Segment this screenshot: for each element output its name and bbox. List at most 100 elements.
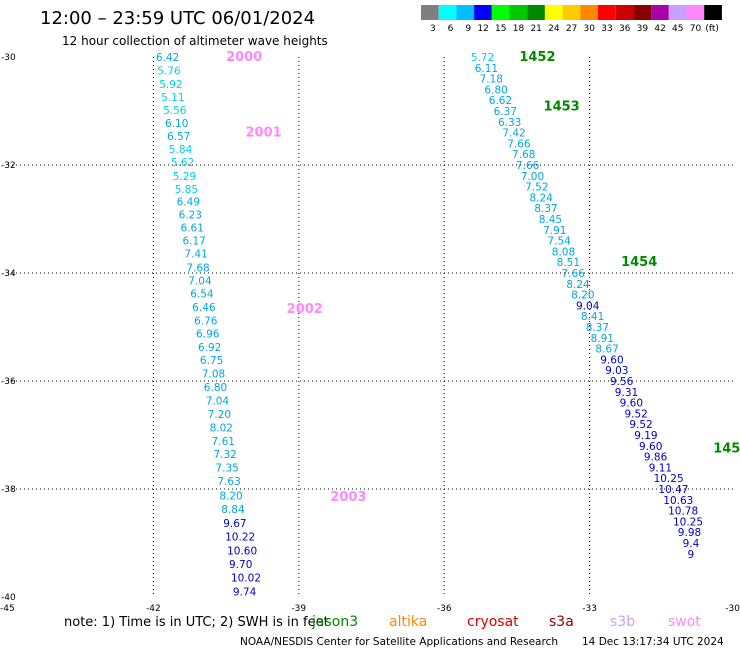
scale-label: 33 — [601, 24, 612, 34]
wave-height-value: 8.20 — [219, 490, 242, 502]
wave-height-value: 5.84 — [169, 144, 193, 156]
x-tick-label: -45 — [0, 604, 15, 614]
y-tick-label: -32 — [1, 161, 16, 171]
wave-height-value: 8.45 — [539, 214, 562, 226]
wave-height-value: 7.04 — [188, 276, 212, 288]
wave-height-tracks: 6.42 5.765.925.115.566.106.575.845.62 5.29… — [156, 50, 740, 599]
wave-height-value: 8.24 — [530, 192, 554, 204]
wave-height-value: 6.42 — [156, 52, 179, 64]
wave-height-value: 8.24 — [566, 279, 590, 291]
scale-swatch — [633, 5, 652, 20]
wave-height-value: 6.37 — [494, 106, 517, 118]
wave-height-value: 5.76 — [157, 66, 181, 78]
x-tick-label: -33 — [582, 604, 597, 614]
wave-height-value: 8.20 — [571, 290, 594, 302]
wave-height-value: 5.72 — [471, 52, 494, 64]
wave-height-value: 9.60 — [600, 354, 623, 366]
wave-height-value: 6.23 — [179, 210, 202, 222]
wave-height-value: 7.68 — [186, 263, 209, 275]
wave-height-value: 7.20 — [208, 409, 231, 421]
wave-height-value: 7.66 — [561, 268, 585, 280]
wave-height-value: 10.25 — [673, 516, 703, 528]
pass-time-label: 1452 — [519, 50, 555, 65]
color-scale-legend: 3 6 9 12 15 18 21 24 27 30 33 36 39 42 45 70 (ft) — [421, 5, 722, 34]
scale-label: 18 — [513, 24, 525, 34]
pass-time-label: 2002 — [287, 302, 323, 317]
scale-label: (ft) — [705, 24, 719, 34]
scale-label: 12 — [477, 24, 488, 34]
wave-height-value: 7.91 — [543, 225, 566, 237]
y-tick-label: -34 — [1, 269, 16, 279]
wave-height-value: 9.67 — [223, 518, 246, 530]
x-tick-label: -36 — [437, 604, 452, 614]
scale-label: 70 — [690, 24, 702, 34]
wave-height-value: 6.11 — [475, 63, 498, 75]
wave-height-value: 9.60 — [639, 441, 662, 453]
scale-label: 42 — [654, 24, 665, 34]
x-tick-label: -39 — [291, 604, 306, 614]
pass-time-label: 1455 — [713, 442, 740, 457]
wave-height-value: 7.35 — [215, 462, 238, 474]
axis-ticks: -30 -32 -34 -36 -38 -40-45 -42 -39 -36 -33 -30 — [0, 53, 740, 614]
wave-height-value: 7.61 — [212, 436, 235, 448]
y-tick-label: -40 — [1, 593, 16, 603]
wave-height-value: 5.29 — [173, 171, 196, 183]
footer-timestamp: 14 Dec 13:17:34 UTC 2024 — [582, 636, 724, 648]
wave-height-value: 8.41 — [581, 311, 604, 323]
y-tick-label: -36 — [1, 377, 16, 387]
wave-height-value: 6.46 — [192, 302, 216, 314]
wave-height-value: 7.66 — [516, 160, 540, 172]
wave-height-value: 6.57 — [167, 131, 190, 143]
wave-height-value: 9.03 — [605, 365, 628, 377]
wave-height-value: 6.62 — [489, 95, 512, 107]
chart-title: 12:00 – 23:59 UTC 06/01/2024 — [40, 8, 315, 29]
wave-height-value: 9.52 — [629, 419, 652, 431]
wave-height-value: 8.51 — [557, 257, 580, 269]
scale-swatch — [651, 5, 669, 20]
wave-height-value: 6.76 — [194, 316, 218, 328]
footer-credit: NOAA/NESDIS Center for Satellite Applica… — [240, 636, 558, 648]
pass-time-label: 1453 — [544, 100, 580, 115]
satellite-legend: jason3 altika cryosat s3a s3b swot — [311, 614, 701, 630]
wave-height-value: 8.67 — [595, 344, 618, 356]
wave-height-value: 10.47 — [658, 484, 688, 496]
wave-height-value: 8.91 — [591, 333, 614, 345]
wave-height-value: 10.25 — [654, 473, 684, 485]
wave-height-value: 9.11 — [649, 462, 672, 474]
satellite-cryosat: cryosat — [467, 614, 519, 630]
track-swot: 6.42 5.765.925.115.566.106.575.845.62 5.29… — [156, 50, 367, 599]
scale-label: 36 — [619, 24, 631, 34]
pass-time-label: 1454 — [621, 255, 657, 270]
wave-height-value: 8.37 — [534, 203, 557, 215]
wave-height-value: 10.02 — [231, 573, 261, 585]
wave-height-value: 7.63 — [217, 476, 240, 488]
satellite-altika: altika — [389, 614, 427, 630]
wave-height-value: 5.92 — [159, 79, 182, 91]
wave-height-value: 5.85 — [175, 184, 198, 196]
wave-height-value: 5.56 — [163, 105, 187, 117]
scale-swatch — [580, 5, 598, 20]
wave-height-value: 9.98 — [678, 527, 701, 539]
satellite-s3a: s3a — [549, 614, 574, 630]
scale-label: 27 — [566, 24, 577, 34]
track-jason3: 5.726.117.186.806.626.376.337.427.667.68… — [471, 50, 740, 561]
chart-subtitle: 12 hour collection of altimeter wave hei… — [62, 34, 328, 48]
scale-label: 30 — [584, 24, 596, 34]
x-tick-label: -42 — [146, 604, 161, 614]
wave-height-value: 7.04 — [206, 395, 230, 407]
satellite-swot: swot — [668, 614, 701, 630]
wave-height-value: 6.49 — [177, 197, 200, 209]
wave-height-value: 9.19 — [634, 430, 657, 442]
scale-label: 45 — [672, 24, 683, 34]
scale-swatch — [704, 5, 722, 20]
wave-height-value: 9.86 — [644, 452, 668, 464]
scale-swatch — [686, 5, 705, 20]
scale-swatch — [421, 5, 439, 20]
satellite-jason3: jason3 — [311, 614, 358, 630]
wave-height-value: 5.11 — [161, 92, 184, 104]
wave-height-value: 6.54 — [190, 289, 214, 301]
y-tick-label: -38 — [1, 485, 16, 495]
scale-label: 6 — [448, 24, 454, 34]
wave-height-value: 10.63 — [663, 495, 693, 507]
